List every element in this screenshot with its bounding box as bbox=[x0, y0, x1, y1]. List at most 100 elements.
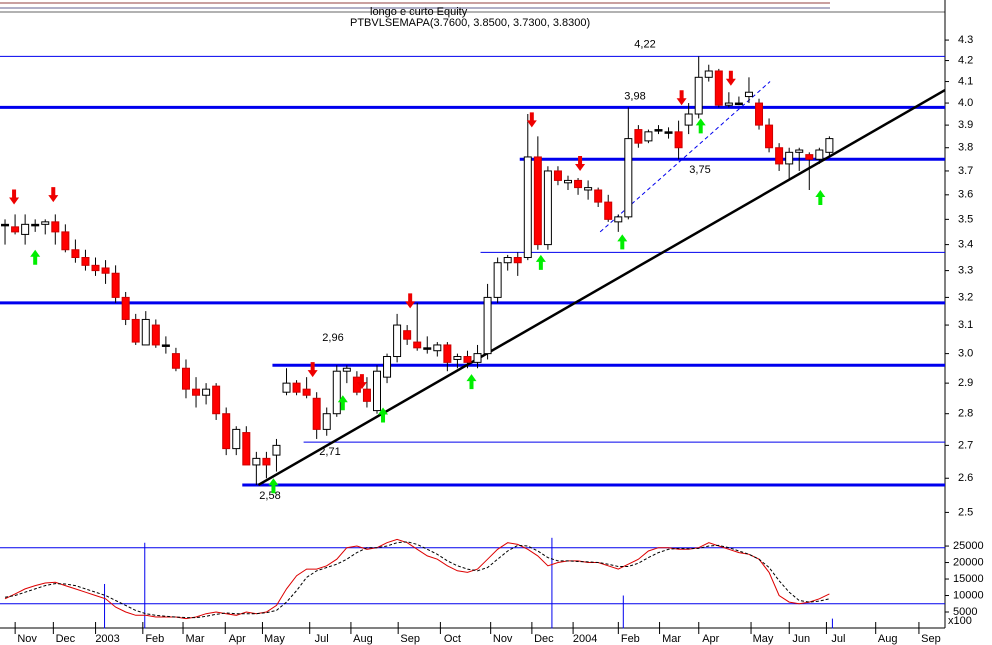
candle-body bbox=[312, 397, 321, 430]
header-strip bbox=[0, 7, 830, 9]
candle-body bbox=[433, 344, 442, 352]
candle-body bbox=[181, 367, 190, 390]
x-tick-label: Aug bbox=[353, 633, 373, 645]
candle-body bbox=[61, 231, 70, 251]
candle-body bbox=[604, 201, 613, 220]
candle-body bbox=[202, 388, 211, 396]
level-label: 2,58 bbox=[259, 490, 280, 502]
candle-body bbox=[282, 382, 291, 393]
candle-body bbox=[403, 330, 412, 340]
x-tick-label: Dec bbox=[56, 633, 76, 645]
y-tick-label: 2.5 bbox=[958, 506, 973, 518]
y-tick-label: 3.3 bbox=[958, 265, 973, 277]
y-tick-label: 10000 bbox=[953, 589, 984, 601]
candle-body bbox=[493, 262, 502, 298]
signal-arrow bbox=[378, 407, 389, 423]
candle-body bbox=[714, 70, 723, 106]
candle-body bbox=[121, 296, 130, 320]
candle-body bbox=[71, 249, 80, 259]
candle-body bbox=[51, 221, 60, 233]
candle-body bbox=[674, 131, 683, 149]
candle-body bbox=[574, 179, 583, 189]
candle-body bbox=[272, 444, 281, 456]
candle-body bbox=[805, 154, 814, 160]
candle-body bbox=[192, 388, 201, 396]
candle-body bbox=[564, 179, 573, 184]
candle-body bbox=[473, 353, 482, 363]
x-tick-label: Feb bbox=[145, 633, 164, 645]
candle-body bbox=[634, 129, 643, 144]
signal-arrow bbox=[695, 118, 706, 134]
candle-body bbox=[785, 151, 794, 165]
candle-body bbox=[262, 457, 271, 466]
signal-arrow bbox=[9, 189, 20, 205]
candle-body bbox=[453, 356, 462, 360]
candle-body bbox=[654, 129, 663, 132]
candle-body bbox=[141, 318, 150, 346]
y-tick-label: 20000 bbox=[953, 556, 984, 568]
signal-arrow bbox=[337, 395, 348, 411]
candle-body bbox=[31, 223, 40, 227]
candle-body bbox=[212, 385, 221, 415]
candle-body bbox=[463, 356, 472, 363]
y-tick-label: 4.1 bbox=[958, 75, 973, 87]
candle-body bbox=[292, 382, 301, 393]
candle-body bbox=[161, 344, 170, 347]
x-tick-label: Dec bbox=[534, 633, 554, 645]
candle-body bbox=[684, 113, 693, 126]
y-tick-label: 3.5 bbox=[958, 213, 973, 225]
signal-arrow bbox=[526, 112, 537, 128]
x-tick-label: Nov bbox=[17, 633, 37, 645]
y-tick-label: 3.8 bbox=[958, 142, 973, 154]
candle-body bbox=[131, 318, 140, 343]
signal-arrow bbox=[405, 293, 416, 309]
candle-body bbox=[101, 267, 110, 274]
candle-body bbox=[724, 102, 733, 106]
candle-body bbox=[744, 91, 753, 98]
x-tick-label: Nov bbox=[493, 633, 513, 645]
x-tick-label: 2004 bbox=[573, 633, 597, 645]
signal-arrow bbox=[307, 362, 318, 378]
signal-arrow bbox=[575, 155, 586, 171]
candle-body bbox=[594, 189, 603, 203]
x-tick-label: Apr bbox=[229, 633, 246, 645]
candle-body bbox=[775, 147, 784, 165]
signal-arrow bbox=[30, 249, 41, 265]
candle-body bbox=[393, 324, 402, 358]
candle-body bbox=[694, 76, 703, 115]
candle-body bbox=[765, 124, 774, 149]
candle-body bbox=[302, 388, 311, 396]
x-tick-label: Sep bbox=[921, 633, 941, 645]
signal-arrow bbox=[725, 70, 736, 86]
candle-body bbox=[704, 70, 713, 78]
y-tick-label: 2.9 bbox=[958, 377, 973, 389]
candle-body bbox=[11, 226, 20, 233]
signal-arrow bbox=[535, 254, 546, 270]
indicator-line bbox=[4, 541, 830, 619]
trend-line bbox=[257, 89, 946, 487]
y-tick-label: 4.0 bbox=[958, 97, 973, 109]
x-tick-label: Jul bbox=[831, 633, 845, 645]
candle-body bbox=[21, 223, 30, 235]
candle-body bbox=[543, 170, 552, 246]
candle-body bbox=[372, 370, 381, 412]
signal-arrow bbox=[48, 187, 59, 203]
level-label: 3,75 bbox=[689, 164, 710, 176]
level-label: 2,71 bbox=[319, 446, 340, 458]
candle-body bbox=[795, 149, 804, 153]
y-tick-label: 2.7 bbox=[958, 439, 973, 451]
candle-body bbox=[503, 257, 512, 264]
signal-arrow bbox=[617, 234, 628, 250]
candle-body bbox=[342, 367, 351, 372]
chart-title: PTBVLSEMAPA(3.7600, 3.8500, 3.7300, 3.83… bbox=[350, 17, 590, 29]
y-tick-label: 15000 bbox=[953, 573, 984, 585]
candle-body bbox=[81, 257, 90, 266]
y-tick-label: 3.1 bbox=[958, 319, 973, 331]
candle-body bbox=[222, 413, 231, 450]
x-tick-label: May bbox=[264, 633, 285, 645]
x-tick-label: Jun bbox=[792, 633, 810, 645]
y-tick-label: 25000 bbox=[953, 540, 984, 552]
candle-body bbox=[644, 131, 653, 142]
y-tick-label: 2.8 bbox=[958, 408, 973, 420]
